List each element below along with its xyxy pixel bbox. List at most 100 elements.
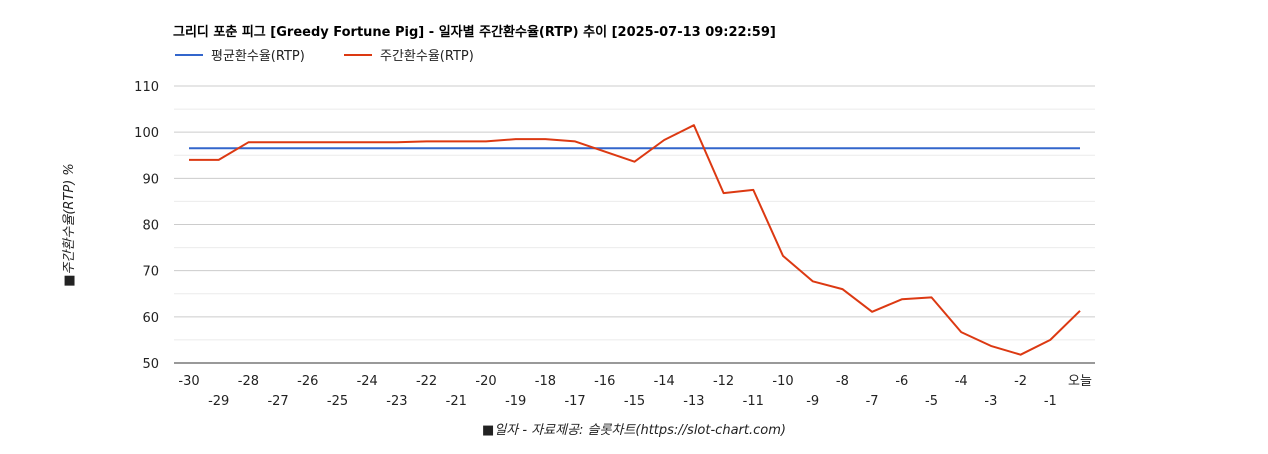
data-point[interactable] (186, 157, 192, 163)
data-point[interactable] (335, 139, 341, 145)
data-point[interactable] (305, 139, 311, 145)
x-tick-label: -22 (416, 374, 437, 389)
data-point[interactable] (1018, 352, 1024, 358)
x-tick-label: -18 (535, 374, 556, 389)
data-point[interactable] (483, 145, 489, 151)
data-point[interactable] (542, 136, 548, 142)
x-axis-title: ■일자 - 자료제공: 슬롯차트(https://slot-chart.com) (482, 423, 786, 438)
data-point[interactable] (988, 145, 994, 151)
data-point[interactable] (839, 145, 845, 151)
data-point[interactable] (364, 139, 370, 145)
data-point[interactable] (1077, 145, 1083, 151)
data-point[interactable] (750, 187, 756, 193)
data-point[interactable] (1018, 145, 1024, 151)
data-point[interactable] (632, 145, 638, 151)
x-tick-label: -9 (806, 394, 819, 409)
x-tick-label: -21 (446, 394, 467, 409)
x-tick-label: -30 (178, 374, 199, 389)
data-point[interactable] (1047, 337, 1053, 343)
data-point[interactable] (839, 286, 845, 292)
data-point[interactable] (216, 145, 222, 151)
x-tick-label: -17 (564, 394, 585, 409)
data-point[interactable] (424, 138, 430, 144)
data-point[interactable] (602, 149, 608, 155)
x-tick-label: -27 (267, 394, 288, 409)
grid-lines (174, 85, 1095, 364)
data-point[interactable] (453, 138, 459, 144)
data-point[interactable] (929, 294, 935, 300)
x-tick-label: -24 (357, 374, 378, 389)
data-point[interactable] (958, 145, 964, 151)
x-tick-label: -5 (925, 394, 938, 409)
x-tick-label: -25 (327, 394, 348, 409)
legend-label: 평균환수율(RTP) (211, 49, 305, 64)
data-point[interactable] (305, 145, 311, 151)
data-point[interactable] (869, 145, 875, 151)
data-point[interactable] (869, 309, 875, 315)
x-tick-label: -4 (955, 374, 968, 389)
data-point[interactable] (899, 296, 905, 302)
data-point[interactable] (275, 145, 281, 151)
data-point[interactable] (513, 145, 519, 151)
data-point[interactable] (424, 145, 430, 151)
data-point[interactable] (721, 145, 727, 151)
x-axis-ticks: -30-29-28-27-26-25-24-23-22-21-20-19-18-… (178, 374, 1092, 409)
data-point[interactable] (988, 343, 994, 349)
y-tick-label: 90 (142, 172, 159, 187)
data-point[interactable] (513, 136, 519, 142)
data-point[interactable] (632, 159, 638, 165)
data-point[interactable] (750, 145, 756, 151)
data-point[interactable] (364, 145, 370, 151)
data-point[interactable] (245, 145, 251, 151)
data-point[interactable] (1077, 308, 1083, 314)
x-tick-label: -23 (386, 394, 407, 409)
y-tick-label: 60 (142, 311, 159, 326)
data-point[interactable] (335, 145, 341, 151)
data-point[interactable] (216, 157, 222, 163)
x-tick-label: -3 (984, 394, 997, 409)
data-point[interactable] (810, 145, 816, 151)
data-point[interactable] (810, 278, 816, 284)
x-tick-label: -20 (475, 374, 496, 389)
data-point[interactable] (691, 122, 697, 128)
x-tick-label: -16 (594, 374, 615, 389)
x-tick-label: -11 (743, 394, 764, 409)
data-point[interactable] (572, 145, 578, 151)
y-tick-label: 80 (142, 219, 159, 234)
x-tick-label: -14 (654, 374, 675, 389)
y-tick-label: 110 (134, 80, 159, 95)
data-point[interactable] (780, 145, 786, 151)
data-point[interactable] (929, 145, 935, 151)
x-tick-label: -28 (238, 374, 259, 389)
x-tick-label: -6 (895, 374, 908, 389)
data-point[interactable] (542, 145, 548, 151)
data-point[interactable] (958, 329, 964, 335)
data-point[interactable] (661, 137, 667, 143)
data-point[interactable] (483, 138, 489, 144)
data-point[interactable] (691, 145, 697, 151)
data-point[interactable] (661, 145, 667, 151)
chart-title: 그리디 포춘 피그 [Greedy Fortune Pig] - 일자별 주간환… (173, 24, 776, 40)
legend-label: 주간환수율(RTP) (380, 49, 474, 64)
y-axis-ticks: 50 60 70 80 90 100 110 (134, 80, 159, 372)
data-point[interactable] (780, 253, 786, 259)
data-point[interactable] (899, 145, 905, 151)
data-point[interactable] (245, 139, 251, 145)
data-point[interactable] (572, 138, 578, 144)
data-point[interactable] (1047, 145, 1053, 151)
data-point[interactable] (394, 145, 400, 151)
data-point[interactable] (186, 145, 192, 151)
data-point[interactable] (453, 145, 459, 151)
data-point[interactable] (275, 139, 281, 145)
legend: 평균환수율(RTP) 주간환수율(RTP) (175, 49, 474, 64)
data-point[interactable] (721, 190, 727, 196)
data-points (186, 122, 1083, 357)
x-tick-label: -10 (772, 374, 793, 389)
series-line-1 (189, 124, 1081, 356)
x-tick-label: -19 (505, 394, 526, 409)
x-tick-label: -13 (683, 394, 704, 409)
data-point[interactable] (394, 139, 400, 145)
x-tick-label: -29 (208, 394, 229, 409)
y-tick-label: 100 (134, 126, 159, 141)
x-tick-label: 오늘 (1068, 374, 1092, 389)
